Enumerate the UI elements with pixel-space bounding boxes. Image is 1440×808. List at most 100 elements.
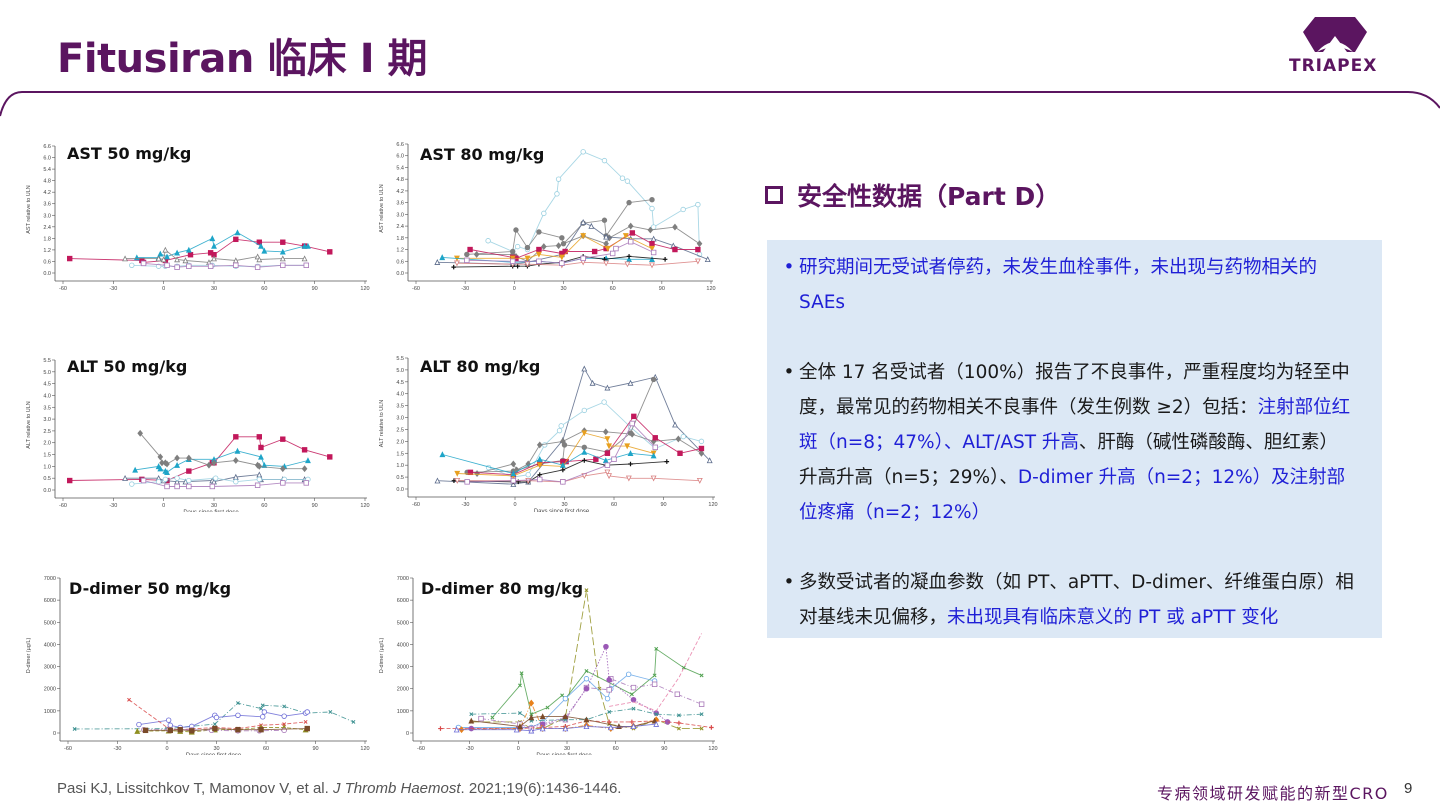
svg-text:4.2: 4.2 <box>43 190 51 196</box>
svg-text:90: 90 <box>659 286 665 292</box>
ddimer-50-plot: 0 1000 2000 3000 4000 5000 6000 7000 -60 -30 0 30 60… <box>26 576 370 755</box>
svg-text:120: 120 <box>708 502 717 508</box>
axes: 0 1000 2000 3000 4000 5000 6000 7000 -60 -30 0 30 60… <box>379 576 718 755</box>
svg-text:2.0: 2.0 <box>43 441 51 447</box>
series-s6 <box>454 233 655 262</box>
svg-text:6000: 6000 <box>397 598 409 604</box>
series-s6 <box>140 477 309 490</box>
series-s3 <box>137 429 308 473</box>
chart-title-ddimer-50: D-dimer 50 mg/kg <box>69 579 232 598</box>
series-s5 <box>129 475 311 487</box>
series-s7 <box>439 448 657 477</box>
svg-text:0: 0 <box>53 731 56 737</box>
square-bullet-icon <box>765 186 783 204</box>
svg-text:1000: 1000 <box>44 709 56 715</box>
citation-authors: Pasi KJ, Lissitchkov T, Mamonov V, et al… <box>57 780 333 797</box>
svg-text:-60: -60 <box>412 502 420 508</box>
svg-text:4.5: 4.5 <box>396 380 404 386</box>
svg-text:6.0: 6.0 <box>43 156 51 162</box>
svg-text:D-dimer (µg/L): D-dimer (µg/L) <box>379 638 385 674</box>
svg-text:6000: 6000 <box>44 598 56 604</box>
svg-text:90: 90 <box>312 503 318 509</box>
svg-text:-60: -60 <box>412 286 420 292</box>
svg-text:1.8: 1.8 <box>396 236 404 242</box>
chart-alt-80: 0.0 0.5 1.0 1.5 2.0 2.5 3.0 3.5 4.0 4.5 5.0 5.5 -60 -… <box>375 352 720 512</box>
svg-text:5.4: 5.4 <box>43 167 51 173</box>
svg-text:2000: 2000 <box>44 687 56 693</box>
svg-text:0.0: 0.0 <box>396 271 404 277</box>
ddimer-80-plot: 0 1000 2000 3000 4000 5000 6000 7000 -60 -30 0 30 60… <box>379 576 718 755</box>
svg-text:2.4: 2.4 <box>43 225 51 231</box>
svg-text:30: 30 <box>564 746 570 752</box>
svg-text:1.8: 1.8 <box>43 236 51 242</box>
series-s1 <box>67 236 333 266</box>
chart-alt-50: 0.0 0.5 1.0 1.5 2.0 2.5 3.0 3.5 4.0 4.5 5.0 5.5 -60 -… <box>22 352 372 512</box>
bullet-item-1: • 研究期间无受试者停药，未发生血栓事件，未出现与药物相关的SAEs <box>779 250 1356 320</box>
svg-text:120: 120 <box>708 746 717 752</box>
svg-text:120: 120 <box>706 286 715 292</box>
svg-text:5.0: 5.0 <box>43 370 51 376</box>
svg-text:0: 0 <box>517 746 520 752</box>
series-s3 <box>474 427 705 477</box>
bullet-text-2: 全体 17 名受试者（100%）报告了不良事件，严重程度均为轻至中度，最常见的药… <box>799 355 1356 530</box>
series-s1 <box>485 149 703 258</box>
svg-text:0: 0 <box>513 502 516 508</box>
svg-text:2.4: 2.4 <box>396 224 404 230</box>
svg-text:3000: 3000 <box>44 665 56 671</box>
svg-text:0: 0 <box>162 503 165 509</box>
series-s2 <box>133 229 311 261</box>
chart-title-ast-80: AST 80 mg/kg <box>420 145 545 164</box>
svg-text:Days since first dose: Days since first dose <box>534 509 590 512</box>
alt-50-plot: 0.0 0.5 1.0 1.5 2.0 2.5 3.0 3.5 4.0 4.5 5.0 5.5 -60 -… <box>26 358 370 512</box>
chart-ddimer-80: 0 1000 2000 3000 4000 5000 6000 7000 -60 -30 0 30 60… <box>375 570 720 755</box>
svg-text:Days since first dose: Days since first dose <box>536 753 592 755</box>
series-s10 <box>464 420 658 485</box>
bullet-2-seg-3: 、肝酶（碱性磷酸酶、胆红素）升高升高（n=5；29%）、 <box>799 432 1338 488</box>
svg-text:Days since first dose: Days since first dose <box>183 510 239 512</box>
svg-text:4.8: 4.8 <box>43 179 51 185</box>
ast-50-plot: 0.0 0.6 1.2 1.8 2.4 3.0 3.6 4.2 4.8 5.4 6.0 6.6 -60 -… <box>26 144 370 292</box>
svg-text:-60: -60 <box>59 503 67 509</box>
bullet-item-3: • 多数受试者的凝血参数（如 PT、aPTT、D-dimer、纤维蛋白原）相对基… <box>779 565 1356 635</box>
svg-text:30: 30 <box>561 502 567 508</box>
svg-text:3000: 3000 <box>397 665 409 671</box>
svg-text:ALT relative to ULN: ALT relative to ULN <box>26 401 32 449</box>
bullet-3-seg-1: 多数受试者的凝血参数（如 PT、aPTT、D-dimer、纤维蛋白原）相对基线未… <box>799 572 1354 628</box>
svg-text:Days since first dose: Days since first dose <box>186 753 242 755</box>
svg-text:3.6: 3.6 <box>43 202 51 208</box>
bullet-text-1: 研究期间无受试者停药，未发生血栓事件，未出现与药物相关的SAEs <box>799 250 1356 320</box>
bullet-2-seg-1: 全体 17 名受试者（100%）报告了不良事件，严重程度均为轻至中度，最常见的药… <box>799 362 1350 418</box>
svg-text:0: 0 <box>162 286 165 292</box>
svg-text:90: 90 <box>312 286 318 292</box>
svg-text:6.0: 6.0 <box>396 154 404 160</box>
section-heading-text: 安全性数据（Part D） <box>797 182 1061 211</box>
svg-text:D-dimer (µg/L): D-dimer (µg/L) <box>26 638 32 674</box>
bullet-2-highlight-2: D-dimer 升高（n=2；12%）及注射部位疼痛（n=2；12%） <box>799 467 1346 523</box>
chart-ddimer-50: 0 1000 2000 3000 4000 5000 6000 7000 -60 -30 0 30 60… <box>22 570 372 755</box>
chart-title-ddimer-80: D-dimer 80 mg/kg <box>421 579 584 598</box>
svg-text:0.5: 0.5 <box>396 475 404 481</box>
series-s8 <box>609 633 703 712</box>
chart-ast-50: 0.0 0.6 1.2 1.8 2.4 3.0 3.6 4.2 4.8 5.4 6.0 6.6 -60 -… <box>22 138 372 293</box>
page-title: Fitusiran 临床 I 期 <box>57 36 428 82</box>
svg-text:5.4: 5.4 <box>396 165 404 171</box>
svg-text:3.0: 3.0 <box>43 417 51 423</box>
series-s10 <box>464 239 657 266</box>
svg-text:3.5: 3.5 <box>43 405 51 411</box>
svg-text:0.6: 0.6 <box>43 259 51 265</box>
svg-text:30: 30 <box>560 286 566 292</box>
svg-text:-30: -30 <box>462 502 470 508</box>
triapex-logo-icon <box>1303 17 1367 52</box>
citation: Pasi KJ, Lissitchkov T, Mamonov V, et al… <box>57 780 621 797</box>
svg-text:90: 90 <box>661 746 667 752</box>
svg-text:5.5: 5.5 <box>396 356 404 362</box>
svg-text:6.6: 6.6 <box>43 144 51 150</box>
svg-text:60: 60 <box>610 286 616 292</box>
svg-text:60: 60 <box>261 286 267 292</box>
svg-text:90: 90 <box>312 746 318 752</box>
svg-text:4.8: 4.8 <box>396 177 404 183</box>
svg-text:4.0: 4.0 <box>396 392 404 398</box>
svg-text:AST relative to ULN: AST relative to ULN <box>379 184 385 233</box>
bullet-dot-icon: • <box>783 572 795 593</box>
bullet-text-3: 多数受试者的凝血参数（如 PT、aPTT、D-dimer、纤维蛋白原）相对基线未… <box>799 565 1356 635</box>
